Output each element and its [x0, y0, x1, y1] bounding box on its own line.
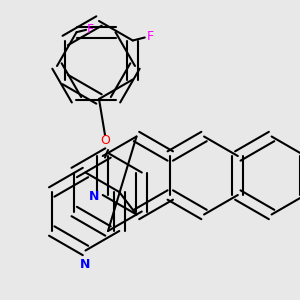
Text: O: O — [100, 134, 110, 148]
Text: F: F — [146, 30, 153, 44]
Text: N: N — [89, 190, 100, 203]
Text: N: N — [80, 258, 91, 271]
Text: F: F — [87, 23, 94, 36]
